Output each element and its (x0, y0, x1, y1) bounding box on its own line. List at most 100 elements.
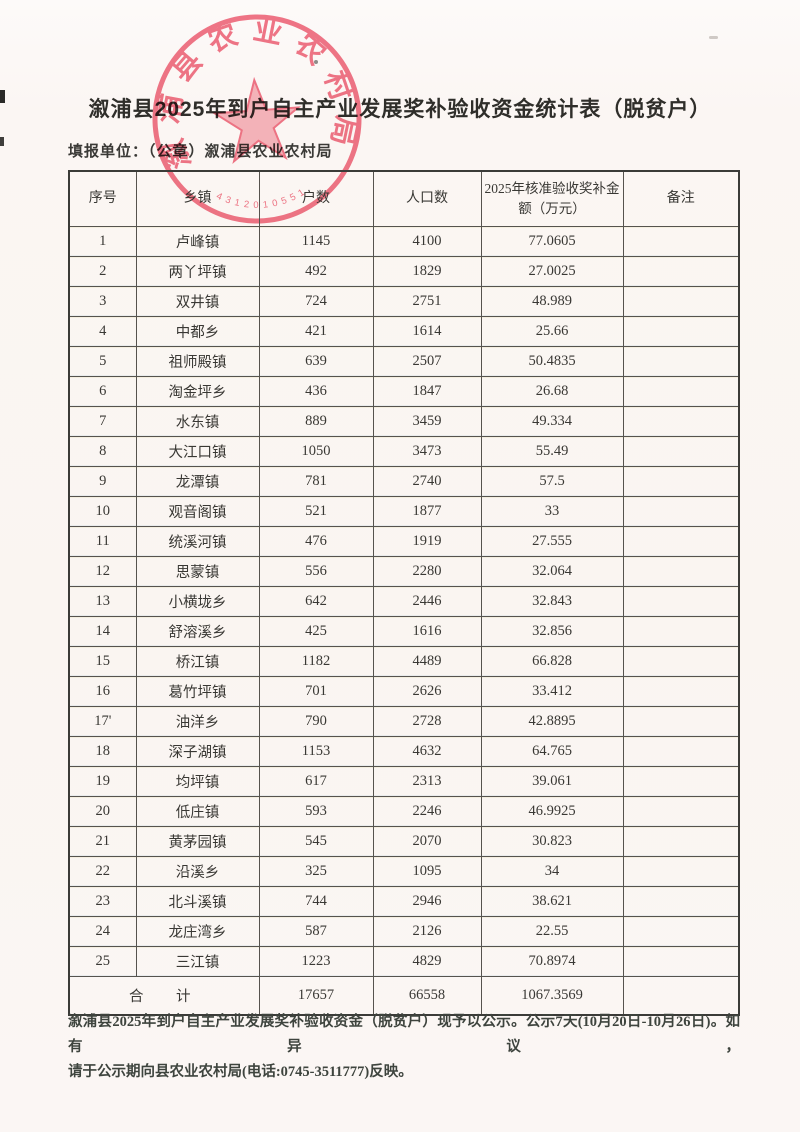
cell-remark (622, 406, 740, 437)
table-row: 3 双井镇 724 2751 48.989 (68, 286, 740, 317)
col-header-no: 序号 (68, 170, 137, 227)
cell-households: 1050 (258, 436, 374, 467)
cell-remark (622, 316, 740, 347)
cell-town: 龙庄湾乡 (135, 916, 260, 947)
cell-no: 1 (68, 226, 137, 257)
cell-households: 889 (258, 406, 374, 437)
page-title: 溆浦县2025年到户自主产业发展奖补验收资金统计表（脱贫户） (88, 98, 712, 121)
cell-remark (622, 916, 740, 947)
cell-remark (622, 466, 740, 497)
cell-amount: 27.0025 (480, 256, 624, 287)
cell-remark (622, 556, 740, 587)
cell-town: 舒溶溪乡 (135, 616, 260, 647)
cell-no: 13 (68, 586, 137, 617)
table-row: 24 龙庄湾乡 587 2126 22.55 (68, 916, 740, 947)
cell-remark (622, 526, 740, 557)
cell-remark (622, 946, 740, 977)
cell-remark (622, 676, 740, 707)
cell-no: 17' (68, 706, 137, 737)
cell-households: 642 (258, 586, 374, 617)
cell-remark (622, 436, 740, 467)
cell-amount: 22.55 (480, 916, 624, 947)
cell-remark (622, 616, 740, 647)
cell-town: 大江口镇 (135, 436, 260, 467)
table-row: 17' 油洋乡 790 2728 42.8895 (68, 706, 740, 737)
cell-remark (622, 736, 740, 767)
cell-remark (622, 376, 740, 407)
cell-amount: 46.9925 (480, 796, 624, 827)
cell-amount: 32.064 (480, 556, 624, 587)
cell-population: 2946 (372, 886, 482, 917)
cell-households: 701 (258, 676, 374, 707)
cell-no: 16 (68, 676, 137, 707)
cell-remark (622, 586, 740, 617)
cell-amount: 33.412 (480, 676, 624, 707)
cell-households: 781 (258, 466, 374, 497)
cell-population: 2740 (372, 466, 482, 497)
cell-amount: 49.334 (480, 406, 624, 437)
cell-no: 22 (68, 856, 137, 887)
cell-town: 深子湖镇 (135, 736, 260, 767)
cell-population: 1616 (372, 616, 482, 647)
cell-town: 低庄镇 (135, 796, 260, 827)
cell-remark (622, 826, 740, 857)
cell-population: 2246 (372, 796, 482, 827)
cell-no: 8 (68, 436, 137, 467)
table-row: 8 大江口镇 1050 3473 55.49 (68, 436, 740, 467)
cell-remark (622, 256, 740, 287)
public-notice: 溆浦县2025年到户自主产业发展奖补验收资金（脱贫户）现予以公示。公示7天(10… (68, 1010, 740, 1085)
cell-population: 3473 (372, 436, 482, 467)
table-row: 2 两丫坪镇 492 1829 27.0025 (68, 256, 740, 287)
cell-no: 20 (68, 796, 137, 827)
table-row: 9 龙潭镇 781 2740 57.5 (68, 466, 740, 497)
cell-amount: 42.8895 (480, 706, 624, 737)
cell-population: 1877 (372, 496, 482, 527)
table-row: 12 思蒙镇 556 2280 32.064 (68, 556, 740, 587)
cell-town: 两丫坪镇 (135, 256, 260, 287)
reporting-unit: 填报单位：（公章）溆浦县农业农村局 (68, 144, 333, 160)
table-footer: 合 计 17657 66558 1067.3569 (68, 976, 740, 1016)
cell-population: 2313 (372, 766, 482, 797)
cell-population: 1847 (372, 376, 482, 407)
cell-population: 2446 (372, 586, 482, 617)
cell-no: 10 (68, 496, 137, 527)
cell-no: 11 (68, 526, 137, 557)
total-row: 合 计 17657 66558 1067.3569 (68, 976, 740, 1016)
cell-amount: 25.66 (480, 316, 624, 347)
cell-households: 425 (258, 616, 374, 647)
cell-population: 2751 (372, 286, 482, 317)
scan-artifact (0, 90, 5, 103)
table-row: 7 水东镇 889 3459 49.334 (68, 406, 740, 437)
cell-town: 淘金坪乡 (135, 376, 260, 407)
cell-population: 2728 (372, 706, 482, 737)
cell-households: 593 (258, 796, 374, 827)
table-body: 1 卢峰镇 1145 4100 77.0605 2 两丫坪镇 492 1829 … (68, 226, 740, 977)
col-header-households: 户数 (258, 170, 374, 227)
cell-no: 15 (68, 646, 137, 677)
col-header-town: 乡镇 (135, 170, 260, 227)
cell-households: 476 (258, 526, 374, 557)
cell-amount: 64.765 (480, 736, 624, 767)
cell-households: 545 (258, 826, 374, 857)
table-row: 13 小横垅乡 642 2446 32.843 (68, 586, 740, 617)
table-row: 21 黄茅园镇 545 2070 30.823 (68, 826, 740, 857)
cell-remark (622, 496, 740, 527)
cell-town: 水东镇 (135, 406, 260, 437)
cell-households: 556 (258, 556, 374, 587)
statistics-table: 序号 乡镇 户数 人口数 2025年核准验收奖补金额（万元） 备注 1 卢峰镇 … (68, 170, 740, 1016)
table-header: 序号 乡镇 户数 人口数 2025年核准验收奖补金额（万元） 备注 (68, 170, 740, 227)
cell-amount: 50.4835 (480, 346, 624, 377)
table-row: 6 淘金坪乡 436 1847 26.68 (68, 376, 740, 407)
table-row: 22 沿溪乡 325 1095 34 (68, 856, 740, 887)
cell-no: 2 (68, 256, 137, 287)
scan-artifact (314, 60, 318, 64)
cell-households: 325 (258, 856, 374, 887)
cell-remark (622, 286, 740, 317)
cell-town: 统溪河镇 (135, 526, 260, 557)
cell-amount: 30.823 (480, 826, 624, 857)
cell-no: 24 (68, 916, 137, 947)
cell-amount: 55.49 (480, 436, 624, 467)
cell-amount: 27.555 (480, 526, 624, 557)
cell-households: 1223 (258, 946, 374, 977)
